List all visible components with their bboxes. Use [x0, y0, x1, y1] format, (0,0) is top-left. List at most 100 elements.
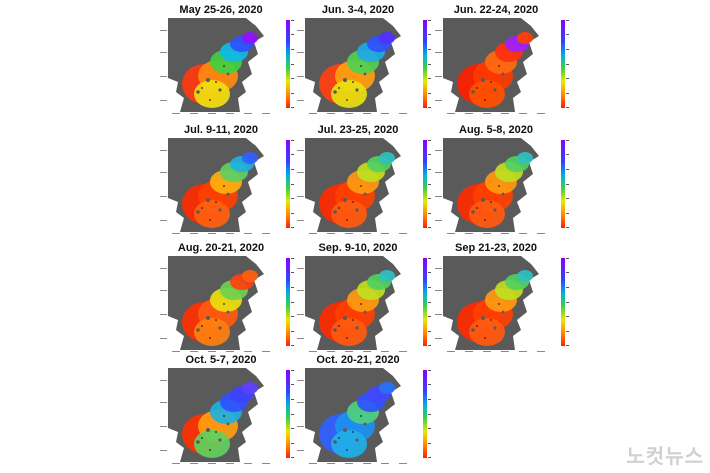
colorbar-tick [566, 34, 569, 35]
latitude-tick [160, 196, 167, 197]
latitude-tick [435, 314, 442, 315]
station-marker [484, 99, 486, 101]
land-mass-southwest [305, 198, 321, 232]
colorbar [286, 140, 290, 228]
longitude-tick [465, 351, 473, 352]
latitude-tick [160, 100, 167, 101]
panel-title: Jun. 3-4, 2020 [321, 4, 395, 16]
island [226, 422, 230, 426]
longitude-axis [168, 233, 282, 237]
latitude-tick [435, 290, 442, 291]
longitude-tick [244, 233, 252, 234]
land-mass-southwest [443, 198, 459, 232]
island [471, 328, 475, 332]
colorbar-tick [428, 457, 431, 458]
station-marker [215, 431, 217, 433]
colorbar-tick [566, 107, 569, 108]
colorbar-tick [291, 316, 294, 317]
longitude-tick [483, 113, 491, 114]
water-region [194, 80, 230, 108]
longitude-axis [305, 233, 419, 237]
land-mass-southwest [168, 316, 184, 350]
colorbar-tick [566, 64, 569, 65]
station-marker [201, 437, 203, 439]
latitude-tick [435, 220, 442, 221]
colorbar-tick [291, 64, 294, 65]
colorbar-tick [428, 316, 431, 317]
latitude-tick [297, 380, 304, 381]
longitude-axis [443, 351, 557, 355]
colorbar-tick [291, 107, 294, 108]
colorbar-tick [428, 272, 431, 273]
longitude-tick [327, 233, 335, 234]
longitude-tick [226, 351, 234, 352]
longitude-tick [172, 351, 180, 352]
colorbar-tick [291, 20, 294, 21]
colorbar-ticks [566, 258, 572, 346]
water-temperature-map [305, 256, 419, 350]
colorbar-tick [291, 428, 294, 429]
panel-title: Oct. 5-7, 2020 [185, 354, 257, 366]
colorbar-tick [428, 287, 431, 288]
station-marker [338, 325, 340, 327]
station-marker [201, 207, 203, 209]
colorbar-tick [566, 93, 569, 94]
latitude-tick [160, 426, 167, 427]
island [501, 310, 505, 314]
water-region [242, 270, 258, 282]
latitude-axis [297, 368, 305, 462]
colorbar-tick [291, 370, 294, 371]
colorbar-tick [428, 370, 431, 371]
colorbar-tick [566, 302, 569, 303]
island [355, 326, 359, 330]
land-mass-east [375, 368, 419, 462]
latitude-tick [297, 338, 304, 339]
island [501, 72, 505, 76]
water-region [331, 430, 367, 458]
island [355, 88, 359, 92]
longitude-tick [244, 113, 252, 114]
land-mass-east [513, 18, 557, 112]
panel-title: Jul. 9-11, 2020 [184, 124, 258, 136]
latitude-tick [435, 100, 442, 101]
longitude-tick [327, 463, 335, 464]
island [196, 210, 200, 214]
island [355, 438, 359, 442]
latitude-tick [435, 30, 442, 31]
colorbar-tick [428, 213, 431, 214]
longitude-tick [208, 113, 216, 114]
map-panel: Oct. 20-21, 2020 [297, 354, 433, 472]
water-temperature-map [168, 368, 282, 462]
panel-title: Sep. 9-10, 2020 [318, 242, 398, 254]
longitude-tick [172, 233, 180, 234]
latitude-tick [435, 76, 442, 77]
longitude-tick [345, 351, 353, 352]
longitude-tick [345, 463, 353, 464]
station-marker [476, 325, 478, 327]
longitude-tick [381, 113, 389, 114]
latitude-axis [160, 138, 168, 232]
water-region [469, 200, 505, 228]
latitude-axis [297, 256, 305, 350]
longitude-tick [501, 351, 509, 352]
station-marker [223, 303, 225, 305]
station-marker [490, 201, 492, 203]
colorbar-tick [428, 345, 431, 346]
colorbar-tick [291, 331, 294, 332]
longitude-axis [168, 463, 282, 467]
latitude-tick [297, 30, 304, 31]
longitude-tick [483, 233, 491, 234]
water-region [242, 382, 258, 394]
land-mass-east [238, 18, 282, 112]
station-marker [338, 437, 340, 439]
longitude-axis [443, 113, 557, 117]
panel-title: Jul. 23-25, 2020 [317, 124, 399, 136]
sea-map [443, 18, 557, 112]
longitude-tick [190, 113, 198, 114]
colorbar-tick [566, 316, 569, 317]
longitude-tick [190, 233, 198, 234]
water-region [379, 152, 395, 164]
latitude-tick [297, 100, 304, 101]
colorbar [286, 258, 290, 346]
longitude-tick [465, 233, 473, 234]
